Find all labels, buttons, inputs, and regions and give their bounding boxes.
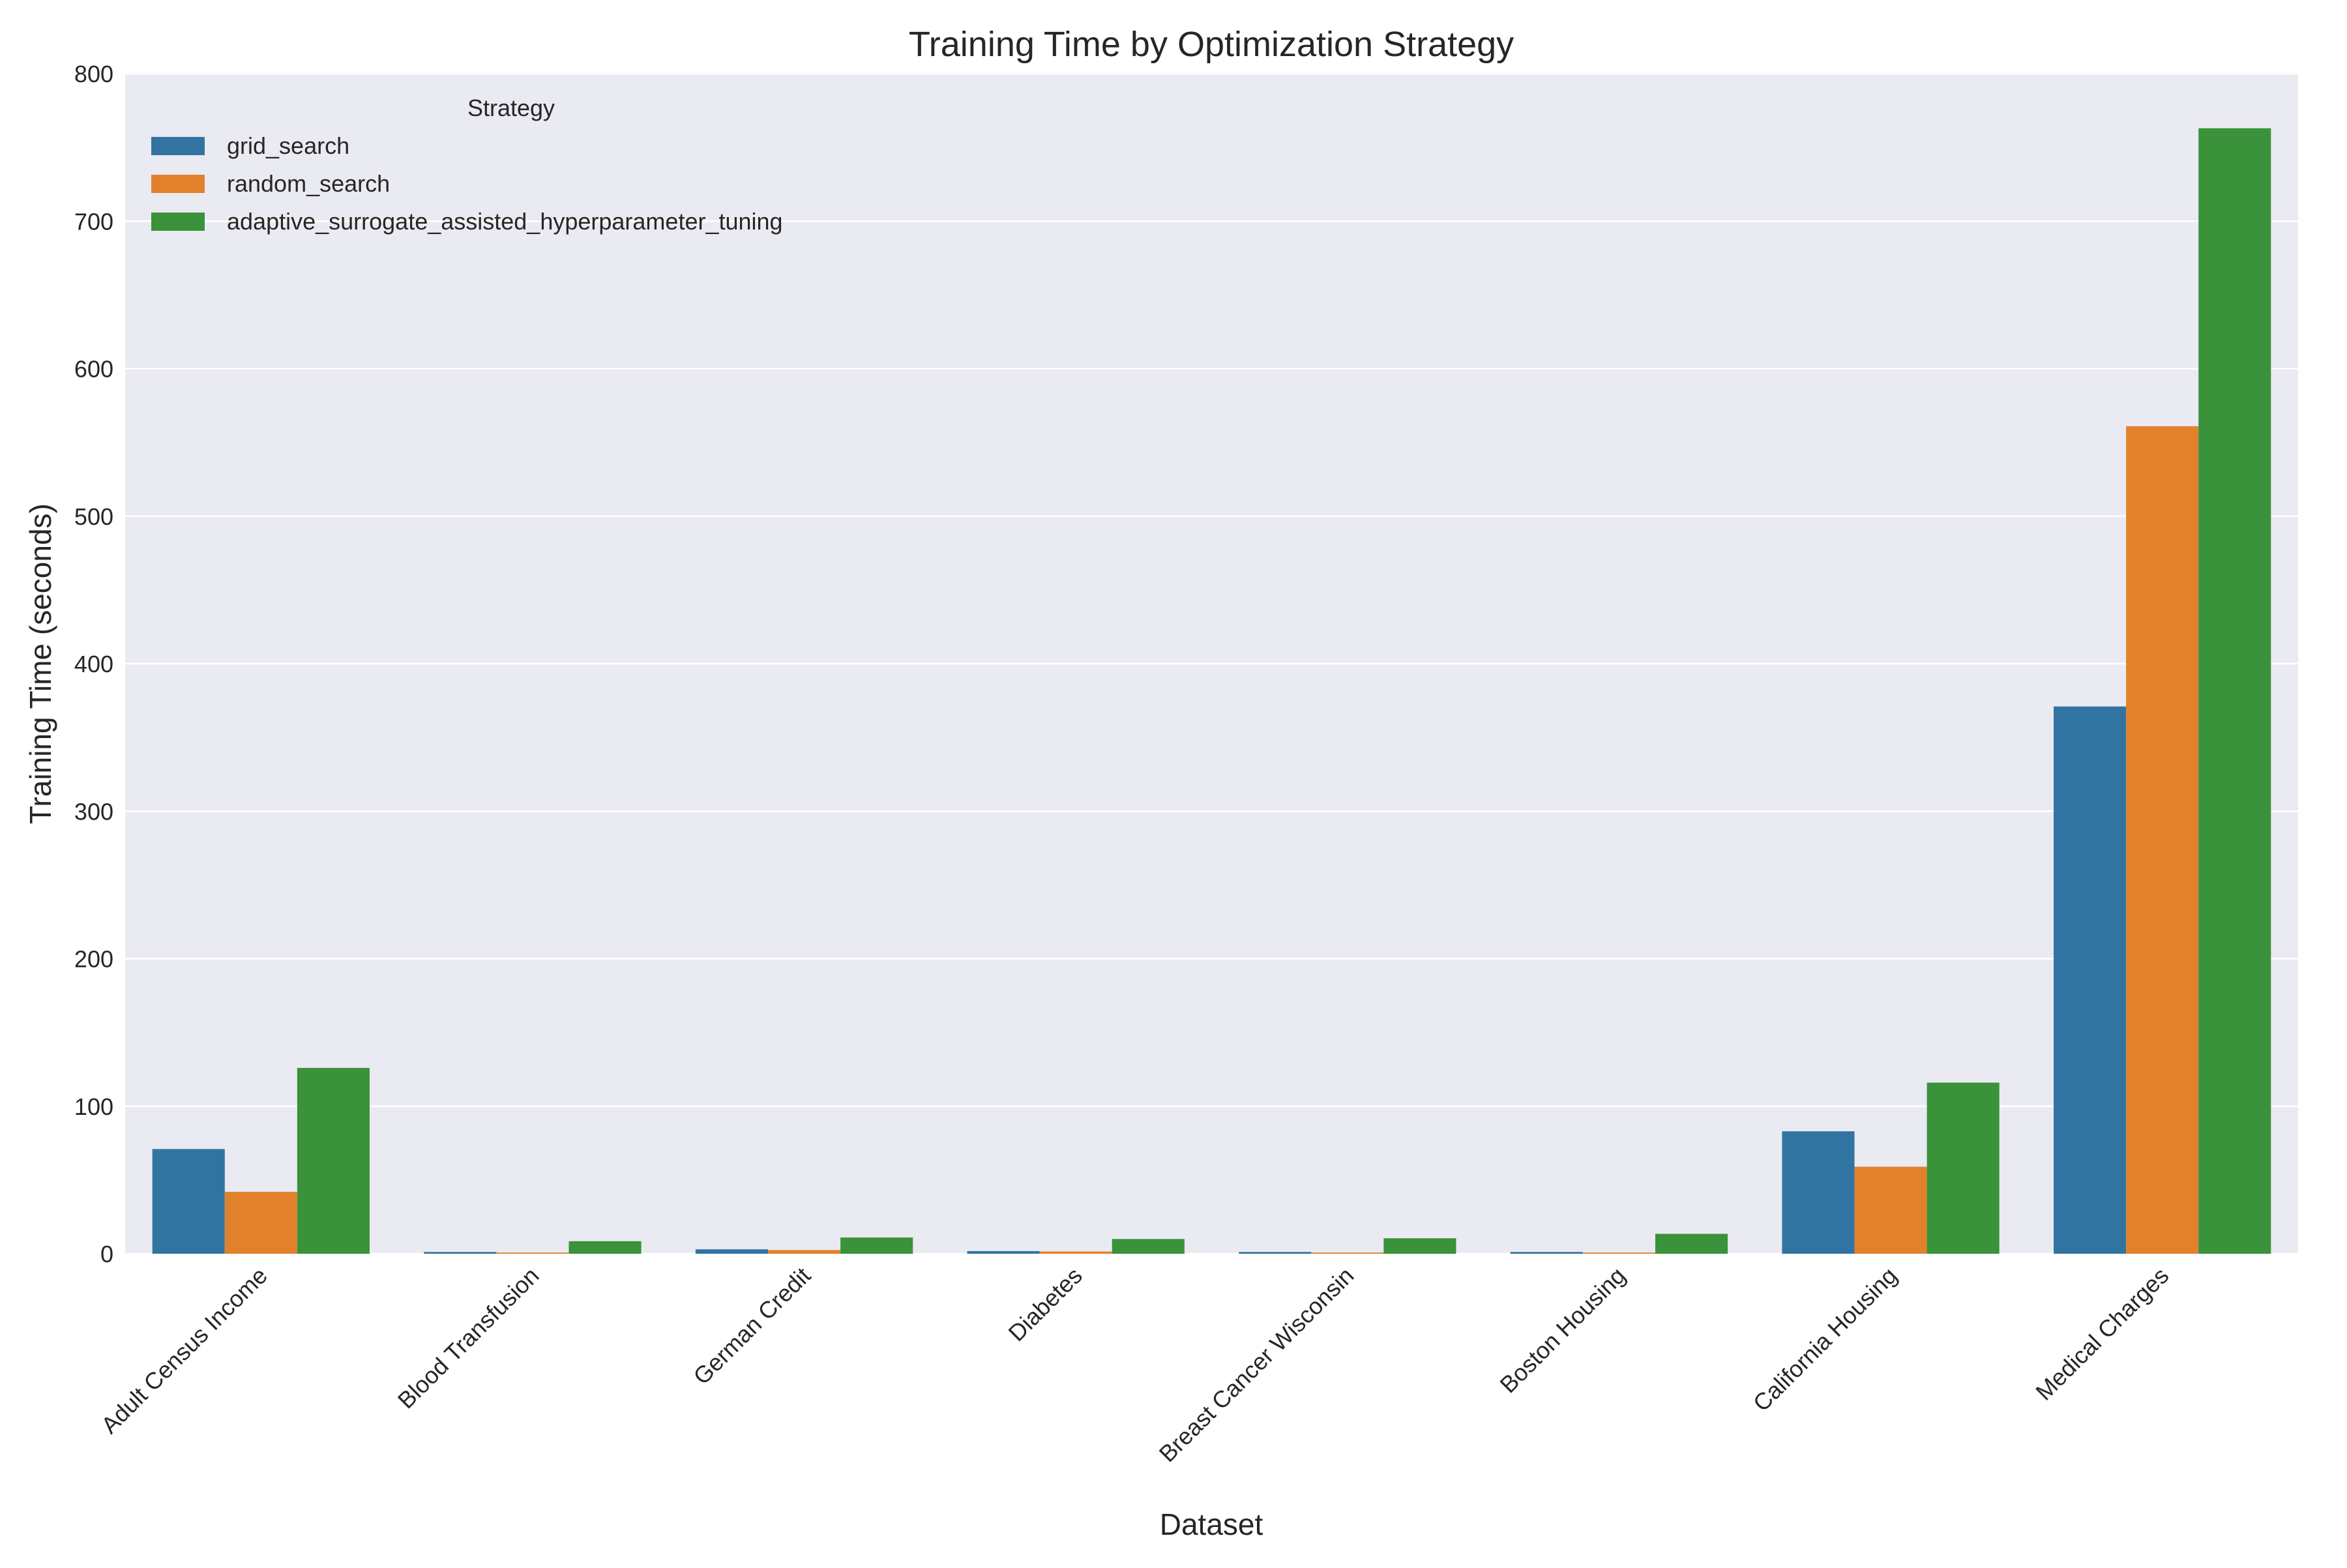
x-tick-label: Breast Cancer Wisconsin bbox=[1154, 1262, 1359, 1468]
legend-title: Strategy bbox=[467, 95, 555, 121]
bar-grid_search-6 bbox=[1782, 1131, 1855, 1254]
bar-random_search-0 bbox=[224, 1191, 297, 1254]
bar-adaptive_surrogate_assisted_hyperparameter_tuning-2 bbox=[840, 1237, 913, 1254]
y-tick-label: 0 bbox=[100, 1241, 113, 1267]
x-tick-label: Blood Transfusion bbox=[392, 1262, 544, 1414]
bar-grid_search-5 bbox=[1510, 1252, 1583, 1254]
legend-label: adaptive_surrogate_assisted_hyperparamet… bbox=[227, 208, 783, 235]
legend-swatch bbox=[151, 213, 205, 231]
legend-label: random_search bbox=[227, 170, 390, 197]
x-axis-ticks: Adult Census Income Blood Transfusion Germ… bbox=[96, 1262, 2174, 1468]
y-tick-label: 500 bbox=[74, 503, 113, 530]
y-tick-label: 100 bbox=[74, 1093, 113, 1120]
y-tick-label: 600 bbox=[74, 356, 113, 383]
bar-grid_search-4 bbox=[1239, 1252, 1312, 1254]
legend-items: grid_search random_search adaptive_surroga… bbox=[151, 132, 783, 235]
bar-adaptive_surrogate_assisted_hyperparameter_tuning-3 bbox=[1112, 1239, 1185, 1254]
bar-grid_search-1 bbox=[424, 1252, 497, 1254]
legend: Strategy grid_search random_searchadaptiv… bbox=[151, 95, 783, 235]
bar-grid_search-3 bbox=[967, 1250, 1040, 1254]
bars bbox=[152, 128, 2271, 1254]
x-axis-label: Dataset bbox=[1160, 1507, 1263, 1541]
y-tick-label: 400 bbox=[74, 651, 113, 677]
bar-random_search-7 bbox=[2126, 426, 2199, 1254]
bar-random_search-6 bbox=[1854, 1166, 1927, 1254]
legend-label: grid_search bbox=[227, 132, 349, 159]
y-tick-label: 700 bbox=[74, 208, 113, 235]
x-tick-label: German Credit bbox=[688, 1262, 816, 1390]
y-tick-label: 200 bbox=[74, 946, 113, 973]
bar-grid_search-2 bbox=[695, 1249, 769, 1254]
bar-adaptive_surrogate_assisted_hyperparameter_tuning-4 bbox=[1383, 1238, 1456, 1254]
bar-adaptive_surrogate_assisted_hyperparameter_tuning-6 bbox=[1926, 1082, 2000, 1254]
bar-random_search-4 bbox=[1311, 1252, 1384, 1254]
x-tick-label: Medical Charges bbox=[2030, 1262, 2174, 1406]
bar-random_search-1 bbox=[496, 1252, 569, 1254]
chart-title: Training Time by Optimization Strategy bbox=[909, 25, 1514, 64]
y-tick-label: 800 bbox=[74, 61, 113, 87]
legend-swatch bbox=[151, 137, 205, 155]
y-axis-label: Training Time (seconds) bbox=[23, 503, 57, 824]
bar-random_search-5 bbox=[1582, 1252, 1655, 1254]
bar-adaptive_surrogate_assisted_hyperparameter_tuning-0 bbox=[297, 1067, 370, 1254]
bar-random_search-3 bbox=[1039, 1251, 1112, 1254]
y-tick-label: 300 bbox=[74, 798, 113, 825]
y-axis-ticks: 0 100 200 300 400 500 600 700 800 bbox=[74, 61, 113, 1267]
bar-grid_search-7 bbox=[2054, 706, 2127, 1254]
bar-random_search-2 bbox=[768, 1250, 841, 1254]
legend-swatch bbox=[151, 175, 205, 193]
bar-adaptive_surrogate_assisted_hyperparameter_tuning-1 bbox=[568, 1241, 642, 1254]
bar-adaptive_surrogate_assisted_hyperparameter_tuning-5 bbox=[1655, 1234, 1728, 1254]
bar-grid_search-0 bbox=[152, 1149, 225, 1254]
x-tick-label: Boston Housing bbox=[1494, 1262, 1631, 1398]
x-tick-label: Diabetes bbox=[1003, 1262, 1087, 1346]
x-tick-label: Adult Census Income bbox=[96, 1262, 273, 1439]
bar-adaptive_surrogate_assisted_hyperparameter_tuning-7 bbox=[2198, 128, 2271, 1254]
x-tick-label: California Housing bbox=[1748, 1262, 1902, 1417]
